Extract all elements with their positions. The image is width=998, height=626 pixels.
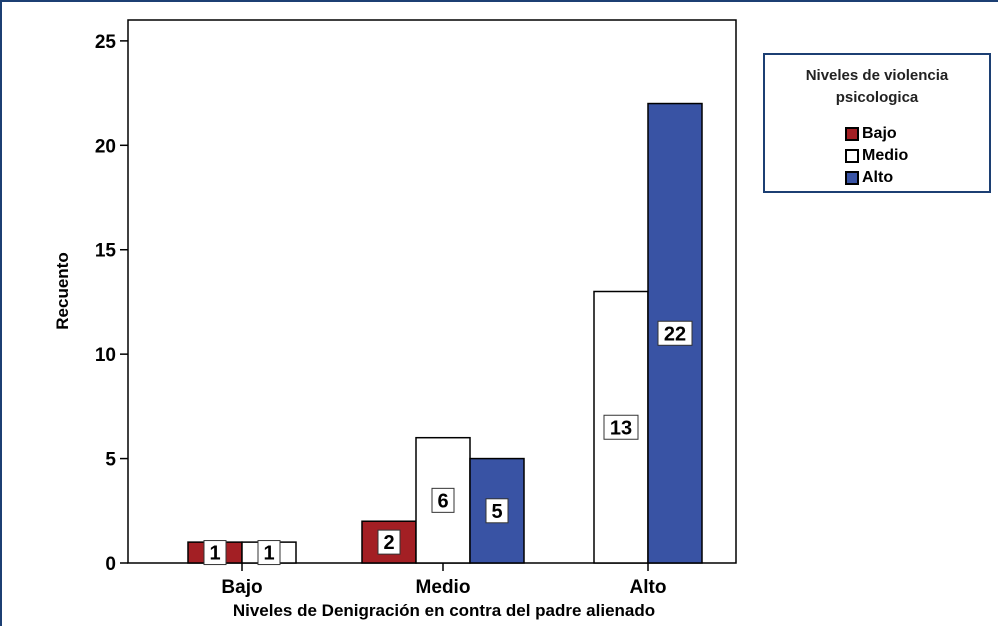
data-label: 1 <box>209 543 220 565</box>
y-tick-label: 15 <box>95 241 117 262</box>
legend-swatch-bajo <box>845 127 859 141</box>
data-label-box <box>431 487 455 513</box>
legend-item-medio: Medio <box>845 146 908 166</box>
data-label-box <box>257 540 281 566</box>
data-label-box <box>603 414 639 440</box>
legend: Niveles de violencia psicologica Bajo Me… <box>763 53 991 193</box>
bar-alto-alto <box>647 102 703 564</box>
y-axis: 0 5 10 15 20 25 <box>95 32 128 575</box>
x-axis-title: Niveles de Denigración en contra del pad… <box>233 601 655 620</box>
y-tick-label: 25 <box>95 32 117 53</box>
legend-title: Niveles de violencia psicologica <box>765 65 989 109</box>
data-label: 5 <box>491 501 502 523</box>
data-label: 6 <box>437 490 448 512</box>
x-tick-label: Alto <box>630 577 667 598</box>
x-tick-label: Medio <box>416 577 471 598</box>
data-label-box <box>657 320 693 346</box>
legend-item-bajo: Bajo <box>845 124 897 144</box>
data-label: 1 <box>263 543 274 565</box>
y-tick-label: 0 <box>105 554 116 575</box>
x-tick-label: Bajo <box>221 577 262 598</box>
legend-swatch-medio <box>845 149 859 163</box>
data-label: 22 <box>664 323 686 345</box>
legend-title-line-2: psicologica <box>835 89 919 106</box>
legend-item-alto: Alto <box>845 168 893 188</box>
data-label-box <box>203 540 227 566</box>
legend-label-alto: Alto <box>862 169 894 186</box>
x-axis: Bajo Medio Alto <box>221 563 666 598</box>
data-label-box <box>377 529 401 555</box>
data-label: 2 <box>383 532 394 554</box>
y-tick-label: 20 <box>95 136 116 157</box>
y-tick-label: 5 <box>105 450 116 471</box>
legend-title-line-1: Niveles de violencia <box>805 67 949 84</box>
data-label-box <box>485 498 509 524</box>
legend-label-bajo: Bajo <box>862 125 897 142</box>
y-tick-label: 10 <box>95 345 116 366</box>
data-label: 13 <box>610 417 632 439</box>
y-axis-title: Recuento <box>53 252 72 329</box>
legend-swatch-alto <box>845 171 859 185</box>
bars-group: 1 1 2 6 5 13 22 <box>187 102 703 566</box>
legend-label-medio: Medio <box>862 147 909 164</box>
